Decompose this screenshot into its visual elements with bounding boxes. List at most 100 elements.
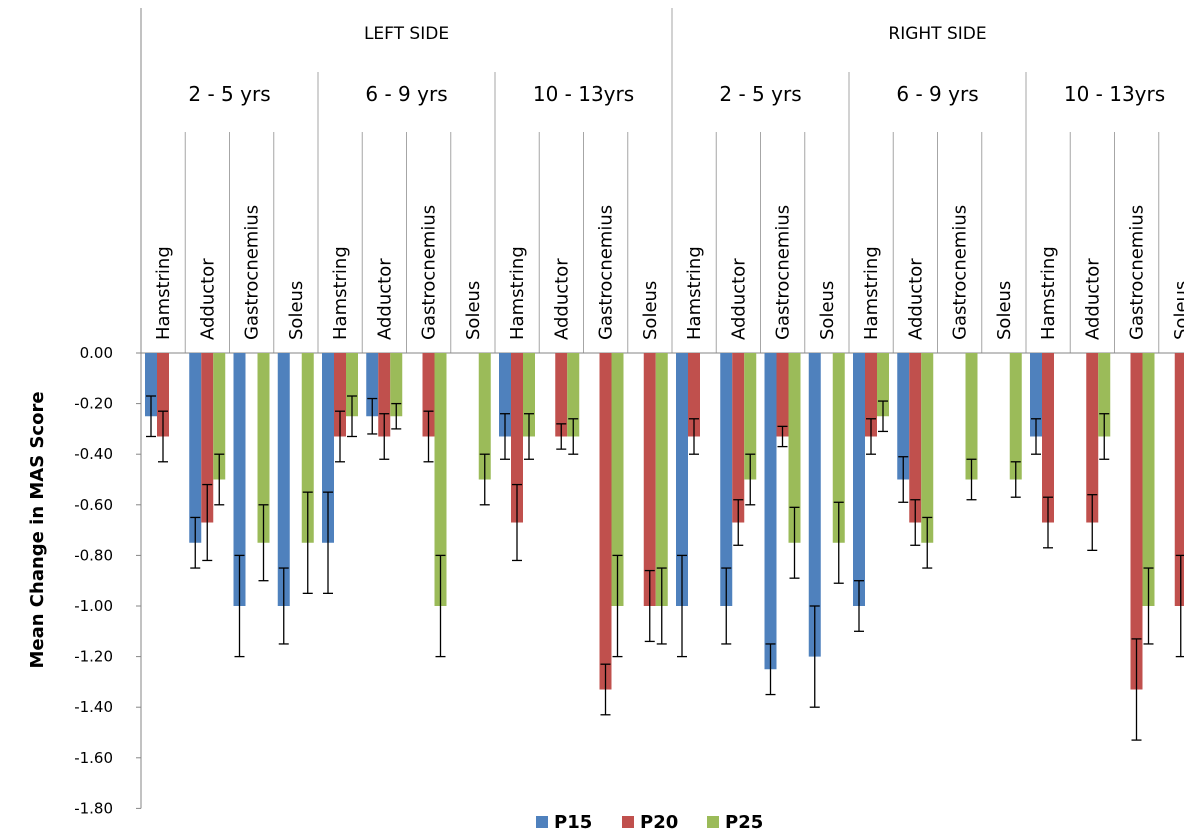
legend: P15 P20 P25 <box>536 812 763 833</box>
side-label: RIGHT SIDE <box>888 24 986 44</box>
bar-p20 <box>909 353 922 523</box>
legend-swatch-p20 <box>622 816 634 828</box>
side-label: LEFT SIDE <box>364 24 449 44</box>
bar-p25 <box>301 353 314 543</box>
bar-p25 <box>921 353 934 543</box>
bars <box>145 353 1184 690</box>
bar-p20 <box>555 353 568 437</box>
muscle-label: Soleus <box>994 281 1015 340</box>
bar-p20 <box>1042 353 1054 523</box>
bar-p15 <box>764 353 777 670</box>
category-header-lines <box>184 8 1160 353</box>
bar-p15 <box>145 353 157 417</box>
bar-p15 <box>897 353 910 480</box>
muscle-label: Soleus <box>286 281 307 340</box>
bar-p25 <box>567 353 580 437</box>
legend-label-p15: P15 <box>554 812 592 833</box>
bar-p25 <box>1009 353 1022 480</box>
muscle-label: Hamstring <box>1038 246 1059 340</box>
muscle-label: Hamstring <box>507 246 528 340</box>
bar-p20 <box>688 353 700 437</box>
bar-p25 <box>390 353 403 417</box>
muscle-label: Adductor <box>905 258 926 340</box>
bar-p20 <box>1130 353 1143 690</box>
muscle-label: Soleus <box>463 281 484 340</box>
legend-label-p25: P25 <box>725 812 763 833</box>
muscle-label: Hamstring <box>153 246 174 340</box>
bar-p20 <box>422 353 435 437</box>
bar-p20 <box>599 353 612 690</box>
y-tick-label: -0.40 <box>74 445 113 463</box>
age-group-label: 10 - 13yrs <box>533 82 634 106</box>
muscle-label: Hamstring <box>684 246 705 340</box>
bar-p20 <box>865 353 877 437</box>
bar-p20 <box>511 353 523 523</box>
legend-swatch-p15 <box>536 816 548 828</box>
y-tick-label: -1.60 <box>74 749 113 767</box>
bar-p25 <box>965 353 978 480</box>
bar-p25 <box>655 353 668 606</box>
age-group-label: 6 - 9 yrs <box>896 82 978 106</box>
bar-p25 <box>788 353 801 543</box>
muscle-label: Soleus <box>817 281 838 340</box>
age-group-label: 2 - 5 yrs <box>719 82 801 106</box>
y-tick-label: -0.60 <box>74 496 113 514</box>
bar-p20 <box>732 353 745 523</box>
y-axis: 0.00 -0.20 -0.40 -0.60 -0.80 -1.00 -1.20 -1.40 -… <box>74 8 1184 817</box>
bar-p15 <box>808 353 821 657</box>
bar-p25 <box>611 353 624 606</box>
bar-p15 <box>322 353 334 543</box>
y-tick-label: -0.80 <box>74 546 113 564</box>
bar-p15 <box>277 353 290 606</box>
y-tick-label: -1.00 <box>74 597 113 615</box>
muscle-label: Gastrocnemius <box>596 205 617 340</box>
bar-p25 <box>257 353 270 543</box>
bar-p20 <box>157 353 169 437</box>
bar-p25 <box>478 353 491 480</box>
muscle-label: Soleus <box>640 281 661 340</box>
bar-p20 <box>334 353 346 437</box>
bar-p15 <box>676 353 688 606</box>
muscle-label: Adductor <box>728 258 749 340</box>
age-group-label: 10 - 13yrs <box>1064 82 1165 106</box>
muscle-label: Hamstring <box>861 246 882 340</box>
bar-p25 <box>213 353 226 480</box>
legend-label-p20: P20 <box>640 812 678 833</box>
bar-p15 <box>366 353 379 417</box>
bar-p15 <box>720 353 733 606</box>
bar-p15 <box>233 353 246 606</box>
muscle-label: Gastrocnemius <box>773 205 794 340</box>
bar-p20 <box>378 353 391 437</box>
bar-p25 <box>346 353 358 417</box>
bar-p25 <box>1142 353 1155 606</box>
bar-p15 <box>1030 353 1042 437</box>
age-group-label: 2 - 5 yrs <box>188 82 270 106</box>
y-tick-label: -1.20 <box>74 648 113 666</box>
bar-p25 <box>523 353 535 437</box>
bar-p15 <box>853 353 865 606</box>
muscle-label: Adductor <box>374 258 395 340</box>
y-tick-label: 0.00 <box>80 344 113 362</box>
muscle-label: Gastrocnemius <box>242 205 263 340</box>
bar-p20 <box>1086 353 1099 523</box>
error-bars <box>146 395 1184 741</box>
bar-p20 <box>643 353 656 606</box>
legend-swatch-p25 <box>707 816 719 828</box>
muscle-label: Gastrocnemius <box>1127 205 1148 340</box>
age-group-label: 6 - 9 yrs <box>365 82 447 106</box>
category-header-labels: LEFT SIDE 2 - 5 yrs Hamstring Adductor Gastr… <box>153 24 1184 340</box>
bar-p25 <box>434 353 447 606</box>
muscle-label: Soleus <box>1171 281 1184 340</box>
y-tick-label: -1.40 <box>74 698 113 716</box>
muscle-label: Gastrocnemius <box>950 205 971 340</box>
y-axis-label: Mean Change in MAS Score <box>27 391 48 668</box>
bar-p25 <box>832 353 845 543</box>
bar-p20 <box>201 353 214 523</box>
muscle-label: Adductor <box>1082 258 1103 340</box>
muscle-label: Hamstring <box>330 246 351 340</box>
y-tick-label: -1.80 <box>74 799 113 817</box>
muscle-label: Gastrocnemius <box>419 205 440 340</box>
bar-p20 <box>1174 353 1184 606</box>
bar-p15 <box>189 353 202 543</box>
